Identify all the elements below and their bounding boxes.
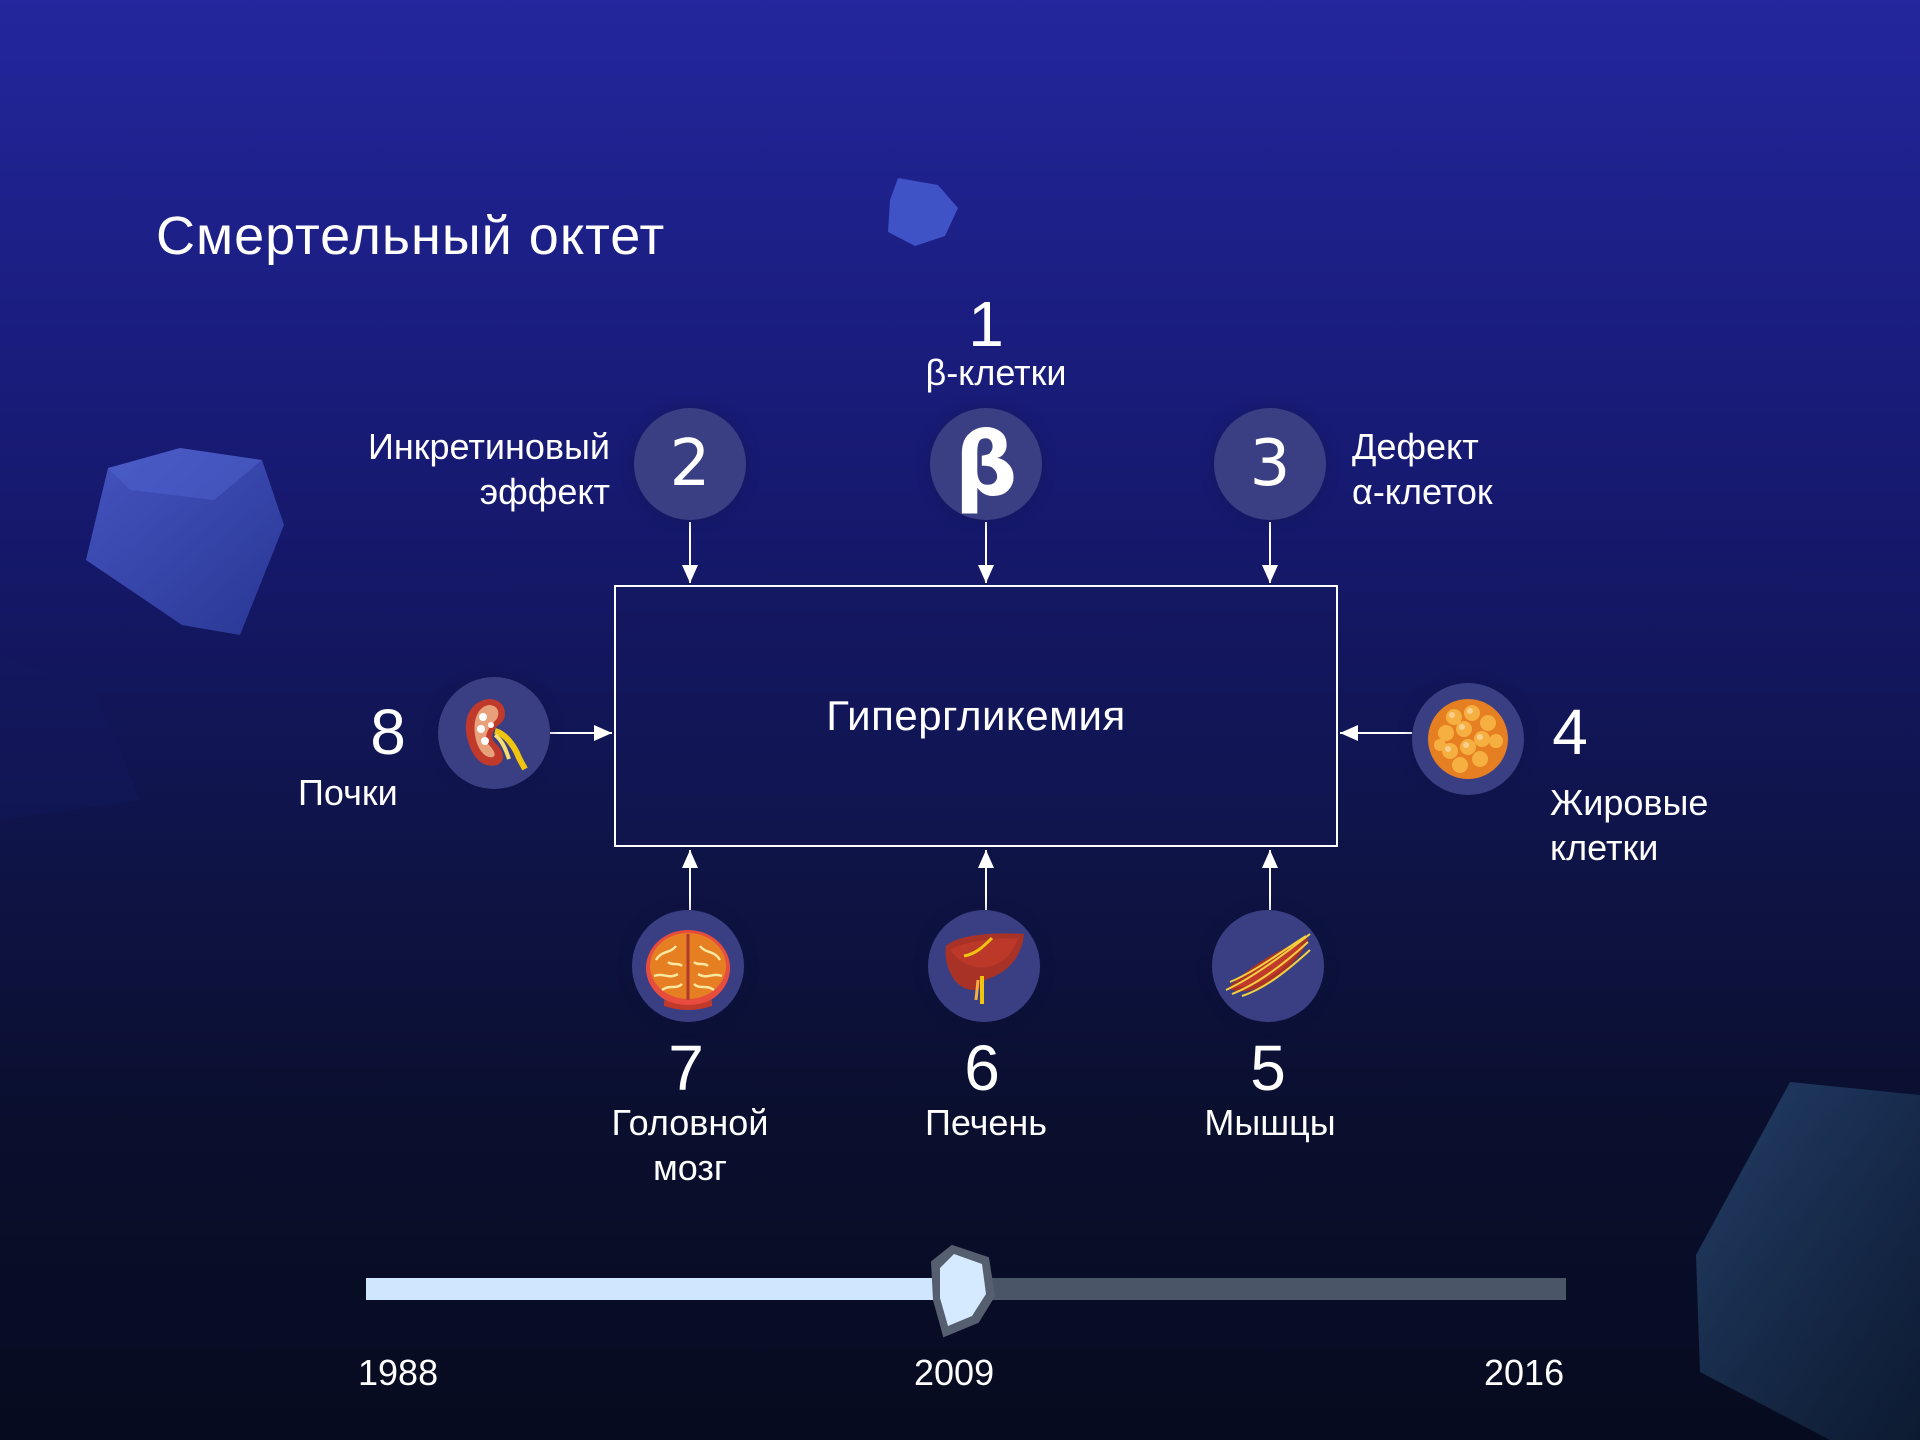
factor-8-label: Почки bbox=[298, 772, 398, 813]
factor-4-circle[interactable] bbox=[1412, 683, 1524, 795]
factor-7-label: Головной мозг bbox=[580, 1100, 800, 1190]
factor-4-label: Жировые клетки bbox=[1550, 780, 1790, 870]
factor-7-label-line2: мозг bbox=[652, 1147, 727, 1188]
factor-2-number: 2 bbox=[669, 427, 711, 501]
crystal-large-shape bbox=[86, 448, 284, 635]
crystal-small-shape bbox=[888, 178, 958, 246]
slide-title: Смертельный октет bbox=[156, 206, 666, 266]
factor-7-number: 7 bbox=[668, 1032, 704, 1104]
factor-5-number: 5 bbox=[1250, 1032, 1286, 1104]
hyperglycemia-label: Гипергликемия bbox=[826, 692, 1126, 739]
factor-5-circle[interactable] bbox=[1212, 910, 1324, 1022]
factor-7-circle[interactable] bbox=[632, 910, 744, 1022]
factor-2-circle[interactable]: 2 bbox=[634, 408, 746, 520]
muscle-icon bbox=[1225, 933, 1311, 997]
brain-icon bbox=[646, 930, 730, 1010]
timeline-slider-handle[interactable] bbox=[922, 1240, 1002, 1340]
factor-4-number: 4 bbox=[1552, 696, 1588, 768]
hyperglycemia-box: Гипергликемия bbox=[614, 585, 1338, 847]
factor-2-label: Инкретиновый эффект bbox=[300, 424, 610, 514]
factor-8-number: 8 bbox=[370, 696, 406, 768]
factor-3-label: Дефект α-клеток bbox=[1352, 424, 1652, 514]
factor-3-number: 3 bbox=[1249, 427, 1291, 501]
factor-4-label-line1: Жировые bbox=[1550, 782, 1709, 823]
factor-3-circle[interactable]: 3 bbox=[1214, 408, 1326, 520]
factor-6-label: Печень bbox=[924, 1102, 1048, 1143]
liver-icon bbox=[945, 933, 1024, 1004]
kidney-icon bbox=[465, 699, 528, 771]
factor-3-label-line1: Дефект bbox=[1352, 426, 1479, 467]
timeline-progress-fill bbox=[366, 1278, 966, 1300]
factor-1-number: 1 bbox=[968, 288, 1004, 360]
factor-1-label: β-клетки bbox=[925, 352, 1067, 393]
factor-4-label-line2: клетки bbox=[1550, 827, 1659, 868]
factor-2-label-line2: эффект bbox=[479, 471, 610, 512]
factor-8-circle[interactable] bbox=[438, 677, 550, 789]
beta-symbol-icon: β bbox=[954, 412, 1018, 516]
factor-7-label-line1: Головной bbox=[611, 1102, 769, 1143]
factor-5-label: Мышцы bbox=[1204, 1102, 1336, 1143]
factor-3-label-line2: α-клеток bbox=[1352, 471, 1493, 512]
timeline-current-year: 2009 bbox=[914, 1352, 995, 1393]
timeline-end-year: 2016 bbox=[1484, 1352, 1565, 1393]
timeline-start-year: 1988 bbox=[358, 1352, 439, 1393]
fat-cell-icon bbox=[1428, 699, 1508, 779]
factor-1-circle[interactable]: β bbox=[930, 408, 1042, 520]
crystal-bottom-right-shape bbox=[1696, 1082, 1920, 1440]
factor-2-label-line1: Инкретиновый bbox=[368, 426, 610, 467]
factor-6-number: 6 bbox=[964, 1032, 1000, 1104]
factor-6-circle[interactable] bbox=[928, 910, 1040, 1022]
